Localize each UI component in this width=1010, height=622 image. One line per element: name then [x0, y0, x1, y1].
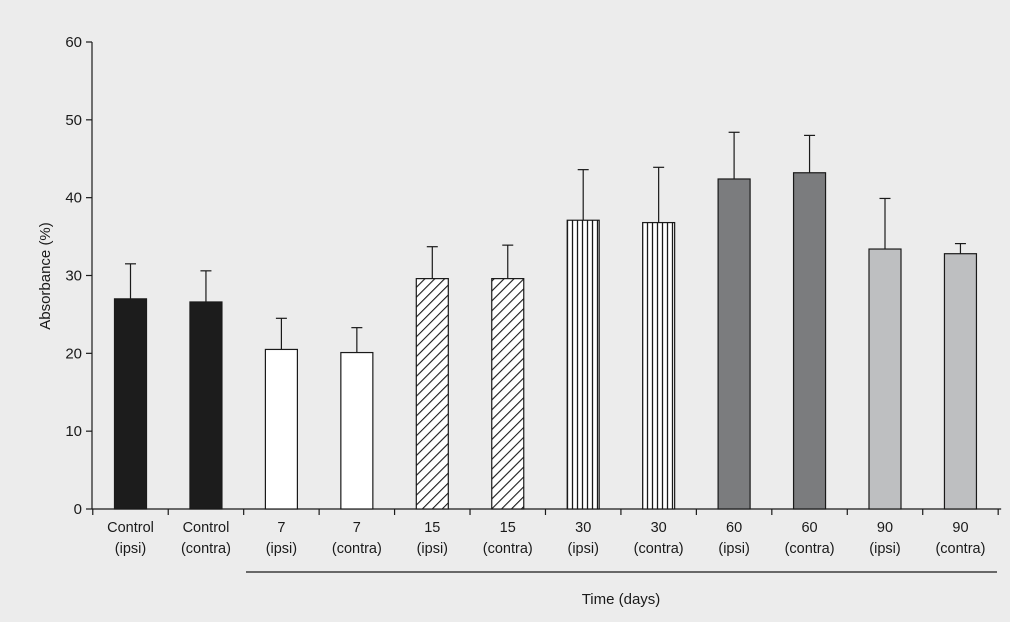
category-label: 7	[353, 520, 361, 536]
bar	[491, 278, 525, 510]
bar	[943, 253, 978, 510]
category-label: 60	[801, 520, 817, 536]
bar	[340, 351, 374, 510]
bars	[113, 172, 978, 510]
bar	[792, 172, 827, 510]
y-tick-label: 10	[65, 423, 82, 440]
category-sublabel: (ipsi)	[567, 541, 598, 557]
category-label: 60	[726, 520, 742, 536]
category-label: Control	[183, 520, 230, 536]
category-label: Control	[107, 520, 154, 536]
bar	[415, 278, 449, 510]
bar	[642, 221, 676, 510]
y-axis-title: Absorbance (%)	[37, 222, 54, 330]
category-sublabel: (contra)	[785, 541, 835, 557]
x-axis-title: Time (days)	[582, 591, 661, 608]
bar	[264, 348, 298, 510]
bar	[189, 301, 223, 510]
category-sublabel: (ipsi)	[718, 541, 749, 557]
y-tick-label: 40	[65, 190, 82, 207]
category-sublabel: (contra)	[332, 541, 382, 557]
category-label: 15	[500, 520, 516, 536]
error-bars	[125, 131, 966, 353]
category-sublabel: (contra)	[483, 541, 533, 557]
category-label: 7	[277, 520, 285, 536]
category-sublabel: (ipsi)	[115, 541, 146, 557]
category-sublabel: (contra)	[634, 541, 684, 557]
bar	[566, 219, 600, 510]
y-tick-label: 0	[74, 501, 82, 518]
y-tick-label: 20	[65, 345, 82, 362]
category-label: 15	[424, 520, 440, 536]
y-tick-label: 60	[65, 34, 82, 51]
category-label: 30	[651, 520, 667, 536]
category-label: 90	[952, 520, 968, 536]
y-tick-label: 30	[65, 268, 82, 285]
y-tick-label: 50	[65, 112, 82, 129]
bar	[113, 298, 148, 510]
y-axis: 0 10 20 30 40 50 60	[65, 34, 93, 518]
category-label: 90	[877, 520, 893, 536]
category-sublabel: (ipsi)	[266, 541, 297, 557]
category-labels: Control (ipsi) Control (contra) 7 (ipsi) 7 (con…	[107, 520, 985, 557]
category-label: 30	[575, 520, 591, 536]
category-sublabel: (ipsi)	[869, 541, 900, 557]
category-sublabel: (contra)	[935, 541, 985, 557]
category-sublabel: (contra)	[181, 541, 231, 557]
bar	[868, 248, 902, 510]
category-sublabel: (ipsi)	[417, 541, 448, 557]
x-axis	[92, 508, 1002, 515]
bar	[717, 178, 751, 510]
